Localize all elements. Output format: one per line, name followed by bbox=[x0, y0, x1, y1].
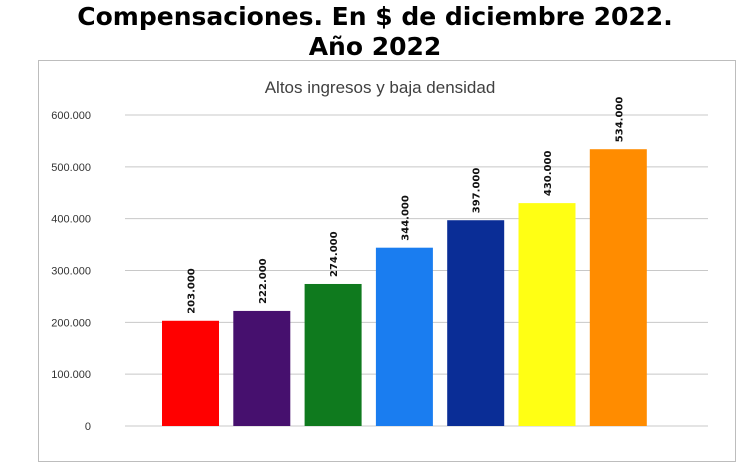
bar bbox=[518, 203, 576, 426]
y-tick-label: 400.000 bbox=[51, 214, 91, 226]
bar-value-label: 274.000 bbox=[329, 231, 340, 277]
y-tick-label: 0 bbox=[85, 421, 91, 433]
y-tick-label: 300.000 bbox=[51, 266, 91, 278]
bars bbox=[162, 149, 647, 426]
y-tick-label: 100.000 bbox=[51, 369, 91, 381]
y-tick-label: 500.000 bbox=[51, 162, 91, 174]
chart-headline-line-1: Compensaciones. En $ de diciembre 2022. bbox=[77, 2, 673, 31]
bar-value-label: 344.000 bbox=[400, 195, 411, 241]
bar-value-label: 430.000 bbox=[543, 151, 554, 197]
bar-chart: Altos ingresos y baja densidad 0 100.000 2… bbox=[51, 78, 708, 433]
bar-value-label: 397.000 bbox=[472, 168, 483, 214]
bar-value-label: 222.000 bbox=[258, 258, 269, 304]
bar bbox=[375, 247, 433, 426]
bar bbox=[233, 310, 291, 426]
bar bbox=[162, 320, 219, 426]
y-tick-label: 200.000 bbox=[51, 317, 91, 329]
bar-value-label: 534.000 bbox=[614, 97, 625, 143]
chart-title: Altos ingresos y baja densidad bbox=[265, 78, 496, 97]
y-axis: 0 100.000 200.000 300.000 400.000 500.000 600.… bbox=[51, 110, 91, 433]
bar bbox=[304, 283, 362, 426]
bar bbox=[447, 220, 505, 426]
bar bbox=[589, 149, 647, 426]
chart-headline-line-2: Año 2022 bbox=[308, 32, 442, 61]
data-labels: 203.000 222.000 274.000 344.000 397.000 430.0… bbox=[187, 97, 626, 314]
bar-value-label: 203.000 bbox=[187, 268, 198, 314]
y-tick-label: 600.000 bbox=[51, 110, 91, 122]
